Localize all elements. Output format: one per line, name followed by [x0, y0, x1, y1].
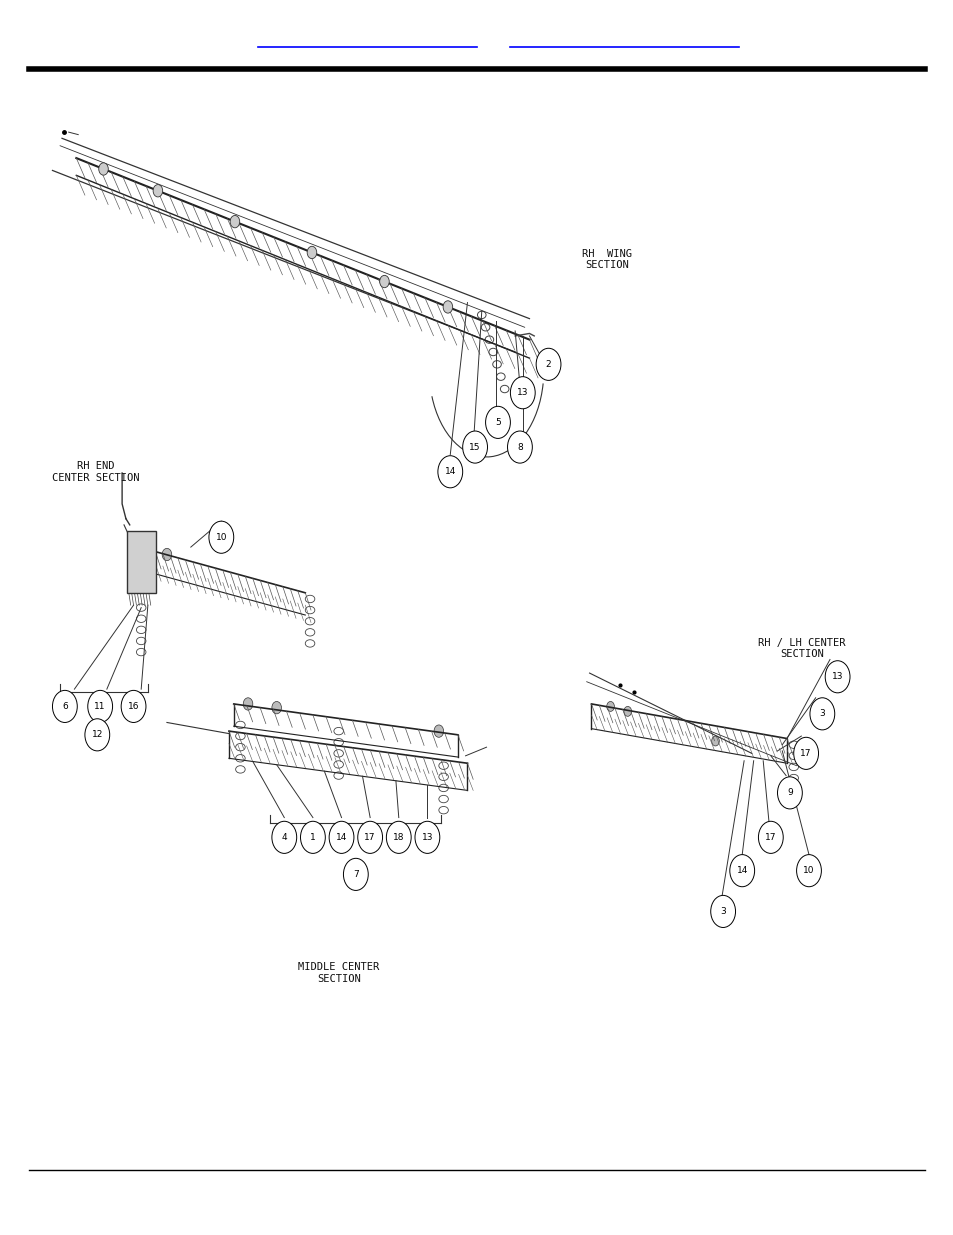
- Text: 17: 17: [800, 748, 811, 758]
- Circle shape: [711, 736, 719, 746]
- Circle shape: [796, 855, 821, 887]
- Circle shape: [121, 690, 146, 722]
- Text: 6: 6: [62, 701, 68, 711]
- Circle shape: [243, 698, 253, 710]
- Circle shape: [379, 275, 389, 288]
- Circle shape: [793, 737, 818, 769]
- Text: RH  WING
SECTION: RH WING SECTION: [581, 248, 631, 270]
- Text: 1: 1: [310, 832, 315, 842]
- Circle shape: [52, 690, 77, 722]
- Circle shape: [357, 821, 382, 853]
- Circle shape: [462, 431, 487, 463]
- Circle shape: [272, 821, 296, 853]
- Circle shape: [386, 821, 411, 853]
- Circle shape: [99, 163, 109, 175]
- Text: 17: 17: [364, 832, 375, 842]
- Circle shape: [415, 821, 439, 853]
- Circle shape: [710, 895, 735, 927]
- Text: 11: 11: [94, 701, 106, 711]
- Text: 18: 18: [393, 832, 404, 842]
- Circle shape: [536, 348, 560, 380]
- Circle shape: [209, 521, 233, 553]
- Circle shape: [300, 821, 325, 853]
- Text: 13: 13: [421, 832, 433, 842]
- Circle shape: [729, 855, 754, 887]
- Text: 15: 15: [469, 442, 480, 452]
- Circle shape: [777, 777, 801, 809]
- Text: 17: 17: [764, 832, 776, 842]
- Circle shape: [85, 719, 110, 751]
- Circle shape: [343, 858, 368, 890]
- Text: 2: 2: [545, 359, 551, 369]
- Text: MIDDLE CENTER
SECTION: MIDDLE CENTER SECTION: [297, 962, 379, 984]
- Circle shape: [152, 184, 162, 196]
- Text: 5: 5: [495, 417, 500, 427]
- Circle shape: [606, 701, 614, 711]
- Text: 13: 13: [517, 388, 528, 398]
- Text: 3: 3: [720, 906, 725, 916]
- Circle shape: [162, 548, 172, 561]
- Text: 8: 8: [517, 442, 522, 452]
- Text: 10: 10: [802, 866, 814, 876]
- Text: 7: 7: [353, 869, 358, 879]
- Circle shape: [437, 456, 462, 488]
- Circle shape: [230, 215, 239, 227]
- Circle shape: [434, 725, 443, 737]
- Text: 14: 14: [444, 467, 456, 477]
- Text: 16: 16: [128, 701, 139, 711]
- Circle shape: [758, 821, 782, 853]
- Circle shape: [809, 698, 834, 730]
- Text: 3: 3: [819, 709, 824, 719]
- Text: 9: 9: [786, 788, 792, 798]
- Circle shape: [307, 246, 316, 258]
- Circle shape: [485, 406, 510, 438]
- FancyBboxPatch shape: [127, 531, 155, 593]
- Circle shape: [442, 301, 452, 314]
- Text: 12: 12: [91, 730, 103, 740]
- Circle shape: [510, 377, 535, 409]
- Circle shape: [88, 690, 112, 722]
- Circle shape: [623, 706, 631, 716]
- Text: 13: 13: [831, 672, 842, 682]
- Text: 14: 14: [736, 866, 747, 876]
- Text: RH / LH CENTER
SECTION: RH / LH CENTER SECTION: [758, 637, 845, 659]
- Text: 14: 14: [335, 832, 347, 842]
- Text: 10: 10: [215, 532, 227, 542]
- Circle shape: [272, 701, 281, 714]
- Circle shape: [329, 821, 354, 853]
- Circle shape: [824, 661, 849, 693]
- Circle shape: [507, 431, 532, 463]
- Text: RH END
CENTER SECTION: RH END CENTER SECTION: [52, 461, 140, 483]
- Text: 4: 4: [281, 832, 287, 842]
